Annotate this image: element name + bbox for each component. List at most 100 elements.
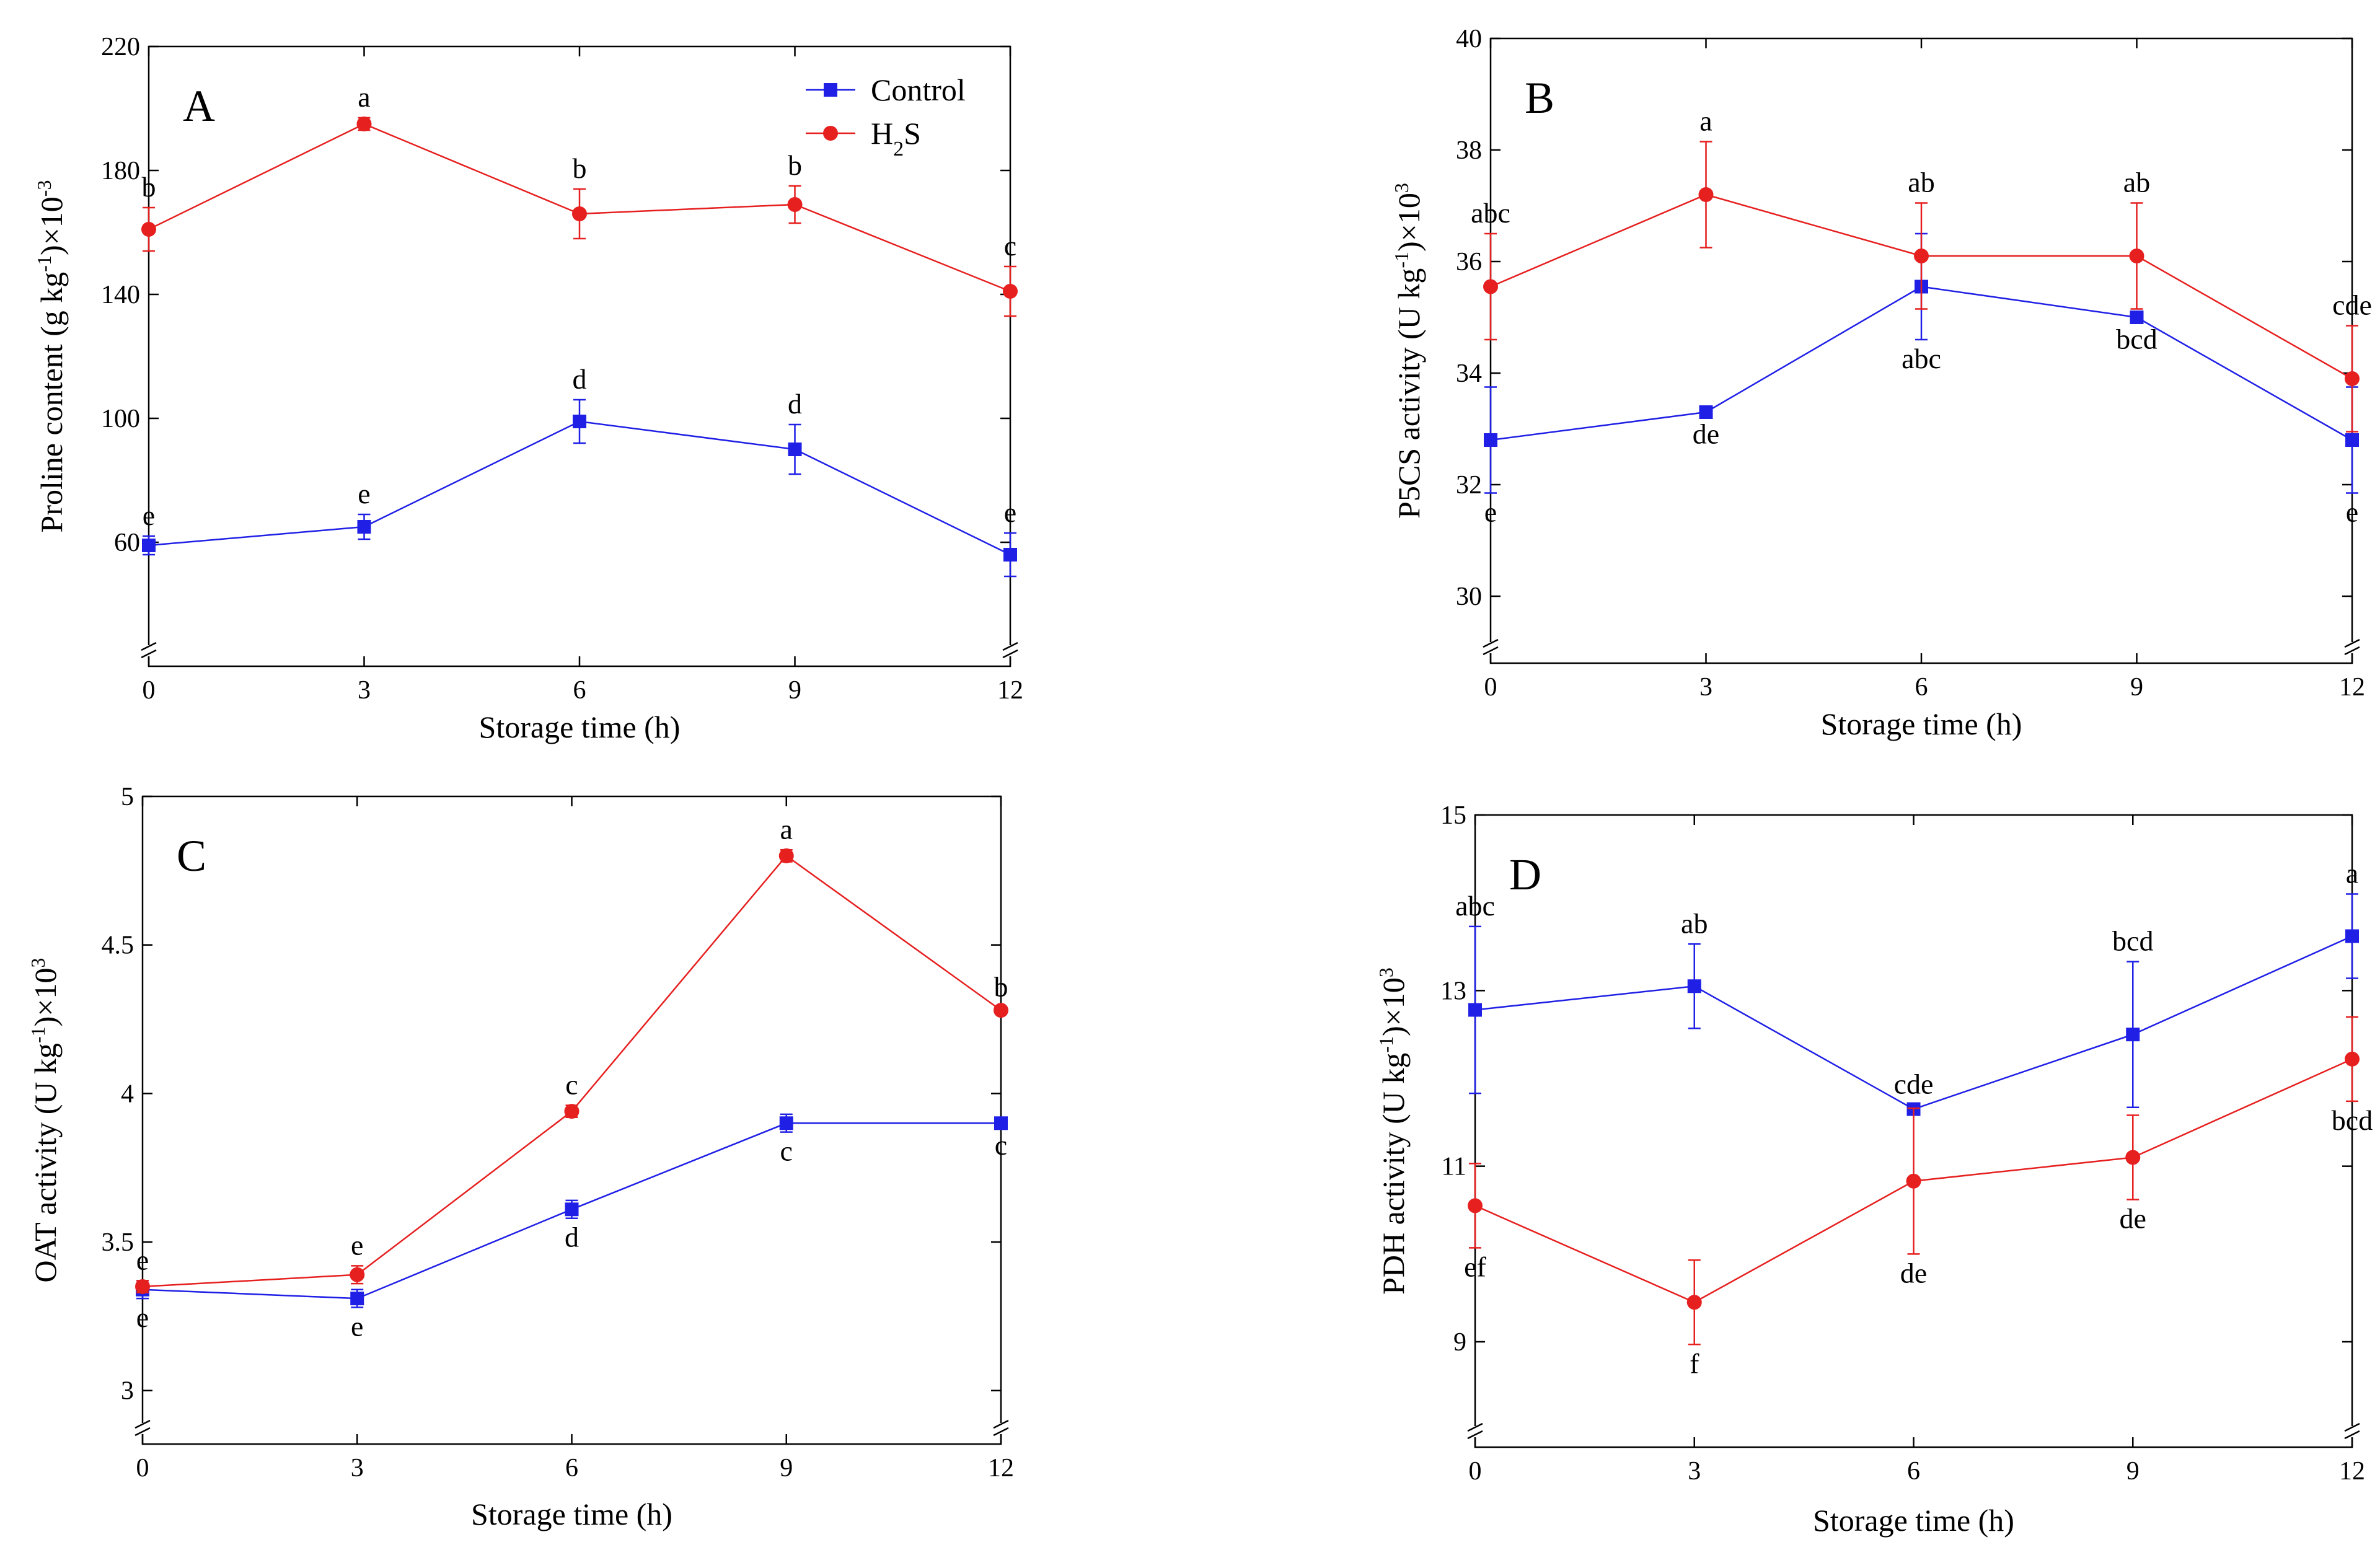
- data-point: [2345, 1051, 2360, 1067]
- y-tick-label: 3: [121, 1377, 134, 1406]
- y-axis-label: Proline content (g kg-1)×10-3: [33, 180, 69, 533]
- data-point: [135, 1279, 150, 1294]
- significance-label: abc: [1471, 197, 1510, 229]
- y-label-superscript: -3: [33, 180, 55, 197]
- significance-label: bcd: [2112, 925, 2153, 957]
- data-point: [356, 117, 372, 131]
- axis-break-mark: [1483, 638, 1499, 648]
- significance-label: e: [136, 1244, 149, 1275]
- x-tick-label: 0: [1469, 1457, 1482, 1486]
- x-tick-label: 3: [1688, 1457, 1701, 1486]
- axis-break-mark: [993, 1427, 1009, 1437]
- data-point: [1698, 187, 1714, 202]
- y-tick-label: 13: [1440, 977, 1466, 1005]
- y-tick-label: 15: [1440, 801, 1466, 830]
- series-H2S: abc a ab ab cde: [1471, 105, 2372, 433]
- significance-label: e: [143, 500, 155, 531]
- y-label-superscript: -1: [33, 255, 55, 272]
- data-point: [572, 206, 587, 221]
- series-Control: abc ab cde bcd a: [1455, 858, 2359, 1116]
- y-tick-label: 34: [1456, 359, 1482, 388]
- data-point: [2345, 929, 2359, 943]
- data-point: [141, 222, 156, 237]
- significance-label: c: [565, 1069, 578, 1101]
- y-tick-label: 180: [101, 157, 140, 185]
- significance-label: b: [573, 152, 587, 184]
- axis-break-mark: [134, 1419, 151, 1429]
- significance-label: c: [995, 1129, 1007, 1161]
- x-axis-label: Storage time (h): [1813, 1503, 2014, 1538]
- data-point: [565, 1202, 579, 1217]
- x-tick-label: 3: [1699, 673, 1712, 702]
- significance-label: a: [780, 813, 793, 845]
- panel-label: C: [177, 831, 206, 881]
- data-point: [1468, 1003, 1482, 1017]
- chart-panel-C: 3 3.5 4 4.5 5 0 3 6 9 12 Storage time (h) OAT activ…: [27, 783, 1014, 1531]
- x-tick-label: 6: [565, 1454, 578, 1482]
- x-tick-label: 3: [351, 1454, 364, 1482]
- x-tick-label: 6: [1907, 1457, 1920, 1486]
- y-label-text: Proline content (g kg: [34, 272, 69, 533]
- data-point: [142, 539, 156, 552]
- y-tick-label: 38: [1456, 136, 1482, 165]
- significance-label: abc: [1902, 343, 1941, 374]
- significance-label: b: [994, 971, 1008, 1002]
- chart-panel-D: 9 11 13 15 0 3 6 9 12 Storage time (h) PDH activit…: [1375, 801, 2373, 1538]
- significance-label: b: [142, 171, 156, 203]
- significance-label: e: [1004, 496, 1016, 528]
- legend-subscript: 2: [893, 138, 904, 161]
- legend-label-control: Control: [871, 73, 966, 107]
- y-label-text: )×10: [34, 196, 69, 255]
- data-point: [787, 197, 803, 212]
- significance-label: abc: [1455, 890, 1495, 922]
- y-tick-label: 30: [1456, 583, 1482, 611]
- legend-label-h2s: H2S: [871, 116, 921, 161]
- data-point: [1003, 548, 1017, 562]
- series-H2S: ef f de de bcd: [1464, 1016, 2373, 1379]
- y-axis-label: OAT activity (U kg-1)×103: [27, 958, 63, 1282]
- y-tick-label: 11: [1442, 1153, 1466, 1181]
- data-point: [1484, 433, 1497, 447]
- significance-label: ef: [1464, 1251, 1486, 1282]
- data-point: [2126, 1028, 2140, 1042]
- x-tick-label: 3: [358, 676, 371, 705]
- axis-break-mark: [1002, 649, 1018, 659]
- legend: Control H2S: [806, 73, 966, 161]
- y-label-text: OAT activity (U kg: [28, 1043, 63, 1283]
- significance-label: a: [2346, 858, 2358, 889]
- data-point: [1906, 1173, 1921, 1189]
- series-H2S: e e c a b: [135, 813, 1008, 1294]
- x-tick-label: 9: [2127, 1457, 2140, 1486]
- y-label-text: )×10: [1391, 193, 1426, 252]
- y-axis-label: P5CS activity (U kg-1)×103: [1390, 183, 1426, 519]
- significance-label: a: [358, 81, 370, 113]
- data-point: [1686, 1295, 1702, 1310]
- x-tick-label: 6: [573, 676, 586, 705]
- data-point: [350, 1267, 365, 1282]
- panel-label: A: [183, 81, 215, 131]
- x-tick-label: 12: [988, 1454, 1014, 1482]
- y-label-text: )×10: [1376, 977, 1411, 1036]
- y-tick-label: 32: [1456, 471, 1482, 500]
- axis-break-mark: [2344, 1430, 2360, 1440]
- axis-break-mark: [993, 1419, 1009, 1429]
- axis-break-mark: [1467, 1422, 1483, 1432]
- data-point: [357, 520, 371, 534]
- y-label-superscript: 3: [27, 958, 49, 967]
- panel-label: B: [1525, 73, 1554, 123]
- y-label-text: P5CS activity (U kg: [1391, 268, 1426, 519]
- significance-label: de: [1900, 1257, 1927, 1288]
- x-tick-label: 0: [136, 1454, 149, 1482]
- significance-label: de: [1693, 418, 1719, 450]
- data-point: [1003, 284, 1018, 299]
- significance-label: e: [1484, 496, 1497, 528]
- axis-break-mark: [141, 649, 157, 659]
- y-label-superscript: -1: [1375, 1036, 1397, 1053]
- significance-label: bcd: [2332, 1104, 2373, 1136]
- panel-label: D: [1509, 850, 1541, 899]
- x-axis-label: Storage time (h): [471, 1497, 672, 1531]
- y-tick-label: 5: [121, 783, 134, 811]
- y-tick-label: 4.5: [102, 932, 134, 960]
- data-point: [2129, 249, 2144, 263]
